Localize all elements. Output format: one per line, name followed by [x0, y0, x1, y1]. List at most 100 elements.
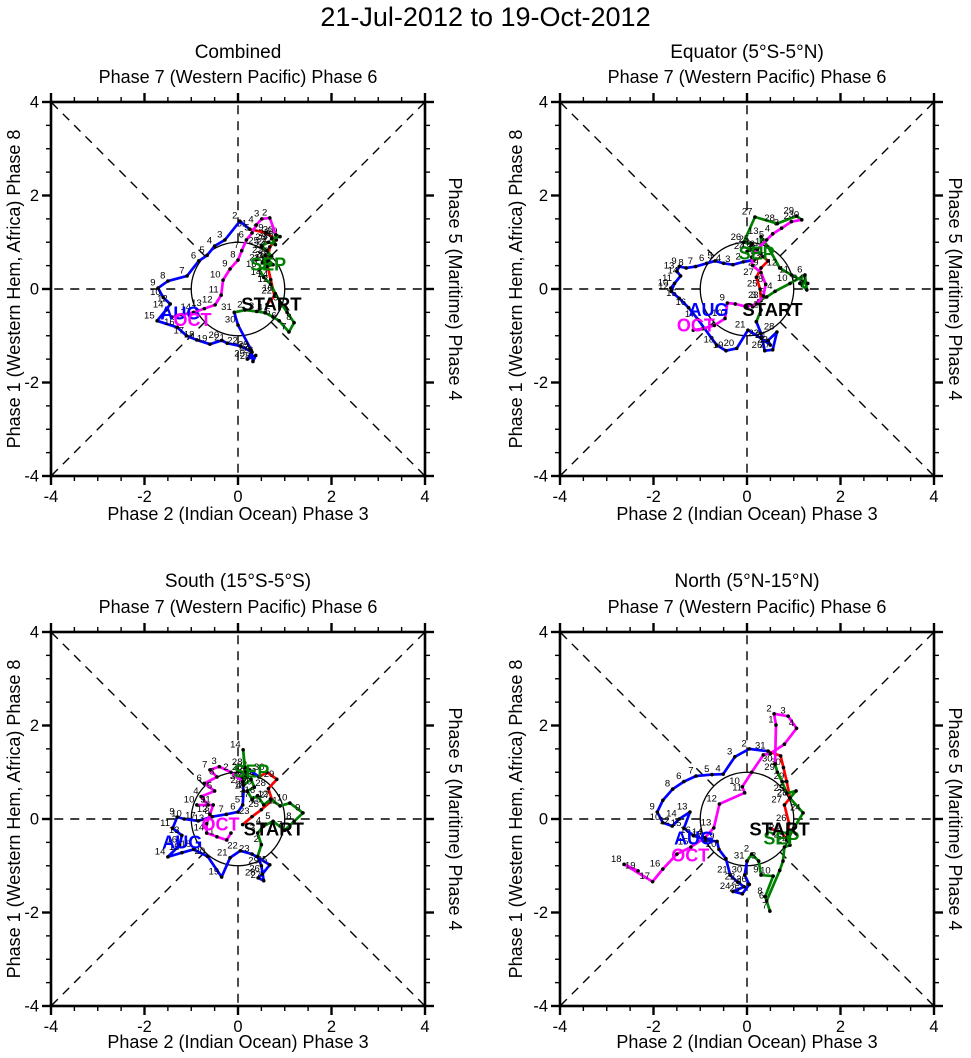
day-point [208, 342, 212, 346]
day-point [789, 219, 794, 224]
phase-divider-lines [50, 101, 426, 477]
day-label: 28 [259, 228, 270, 239]
day-label: 12 [658, 281, 669, 292]
day-label: 12 [258, 789, 269, 800]
day-label: 2 [232, 211, 237, 222]
day-point [219, 875, 224, 879]
day-label: 8 [665, 779, 670, 790]
day-label: 11 [268, 795, 278, 806]
day-label: 9 [720, 293, 725, 304]
day-label: 23 [259, 246, 270, 257]
svg-text:-4: -4 [24, 468, 39, 486]
day-label: 3 [217, 229, 222, 240]
day-label: 9 [273, 293, 278, 304]
day-label: 14 [692, 827, 703, 838]
day-label: 4 [256, 816, 261, 827]
day-point [259, 863, 264, 868]
day-point [717, 802, 722, 806]
day-label: 14 [230, 739, 241, 750]
day-point [238, 848, 243, 853]
day-point [228, 856, 232, 860]
day-point [759, 331, 763, 336]
day-label: 10 [184, 794, 195, 805]
svg-text:2: 2 [539, 717, 548, 735]
day-point [252, 785, 257, 790]
day-point [668, 286, 673, 290]
day-point [803, 273, 807, 277]
day-point [777, 266, 782, 270]
day-point [686, 305, 691, 310]
day-point [761, 294, 766, 298]
day-label: 26 [243, 345, 254, 356]
month-label-oct: OCT [202, 815, 240, 835]
month-label-sep: SEP [250, 255, 286, 275]
day-point [245, 357, 250, 361]
day-label: 3 [780, 706, 785, 717]
day-point [285, 310, 289, 315]
day-point [240, 822, 245, 827]
month-label-oct: OCT [173, 310, 211, 330]
day-point [759, 252, 763, 256]
day-point [277, 318, 281, 323]
day-point [754, 319, 759, 324]
day-label: 2 [254, 834, 259, 845]
day-label: 2 [262, 207, 267, 218]
day-point [754, 275, 759, 280]
day-point [763, 282, 768, 287]
day-point [768, 343, 773, 347]
day-point [255, 793, 260, 798]
day-label: 3 [249, 301, 254, 312]
day-point [247, 227, 252, 231]
svg-text:0: 0 [30, 811, 39, 829]
day-point [733, 302, 738, 306]
day-label: 4 [193, 786, 198, 797]
day-point [754, 302, 759, 306]
svg-text:0: 0 [539, 281, 548, 299]
day-point [661, 867, 665, 871]
day-point [794, 726, 799, 731]
day-label: 18 [704, 335, 715, 346]
day-point [195, 338, 199, 342]
day-point [780, 831, 784, 835]
day-point [782, 845, 787, 849]
day-point [779, 226, 784, 231]
day-point [266, 258, 271, 262]
day-point [202, 306, 207, 311]
day-point [759, 873, 763, 877]
day-label: 6 [759, 890, 764, 901]
day-point [655, 810, 660, 814]
svg-text:4: 4 [30, 94, 39, 112]
day-label: 11 [201, 794, 211, 805]
day-point [268, 277, 273, 282]
day-point [759, 308, 763, 312]
day-label: 21 [214, 333, 225, 344]
svg-text:-2: -2 [24, 374, 39, 392]
day-label: 21 [217, 847, 228, 858]
day-point [781, 765, 786, 770]
day-point [721, 261, 726, 266]
svg-text:0: 0 [539, 811, 548, 829]
day-label: 18 [260, 254, 271, 265]
svg-text:2: 2 [30, 717, 39, 735]
day-point [784, 831, 789, 835]
day-point [728, 873, 732, 877]
day-point [250, 852, 254, 856]
day-point [675, 269, 679, 274]
day-label: 18 [234, 780, 245, 791]
day-label: 15 [144, 310, 155, 321]
day-label: 14 [668, 265, 679, 276]
day-point [254, 309, 259, 314]
day-point [266, 240, 271, 245]
day-point [215, 775, 219, 779]
day-label: 8 [678, 257, 683, 268]
day-point [267, 245, 272, 249]
day-point [650, 879, 655, 884]
day-point [682, 826, 686, 831]
day-label: 2 [784, 211, 789, 222]
day-label: 28 [255, 778, 266, 789]
svg-text:0: 0 [233, 488, 242, 506]
day-label: 24 [777, 835, 788, 846]
day-label: 12 [202, 294, 213, 305]
day-label: 7 [202, 759, 207, 770]
